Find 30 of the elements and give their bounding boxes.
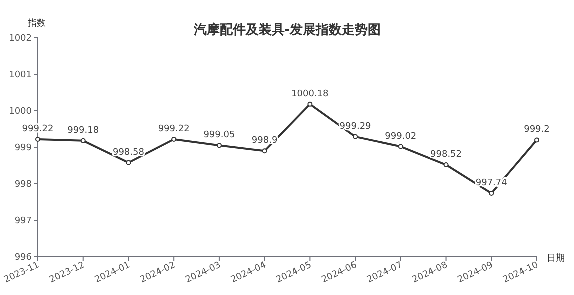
data-label: 998.52 — [430, 150, 462, 160]
point — [489, 190, 494, 196]
y-tick-label: 997 — [14, 216, 32, 226]
data-label: 999.22 — [158, 124, 190, 134]
y-tick-label: 999 — [14, 144, 32, 154]
point — [398, 144, 404, 150]
y-tick-label: 998 — [14, 180, 32, 190]
y-tick-label: 1001 — [9, 70, 32, 80]
point — [353, 134, 358, 140]
y-tick-label: 996 — [14, 253, 32, 263]
y-tick-label: 1002 — [9, 34, 32, 44]
point — [216, 143, 222, 148]
point — [534, 138, 540, 143]
y-axis-title: 指数 — [27, 18, 46, 29]
x-axis-title: 日期 — [547, 253, 565, 264]
y-tick-label: 1000 — [9, 107, 32, 117]
point — [36, 136, 40, 142]
point — [444, 162, 449, 168]
point — [308, 102, 313, 107]
point — [172, 136, 177, 142]
point — [126, 160, 132, 166]
data-label: 998.58 — [112, 148, 145, 158]
point — [262, 148, 268, 154]
data-label: 999.05 — [204, 130, 236, 141]
data-label: 999.18 — [68, 126, 100, 136]
data-label: 999.2 — [524, 125, 550, 136]
point — [80, 138, 86, 144]
chart-title: 汽摩配件及装具-发展指数走势图 — [192, 22, 382, 38]
data-label: 1000.18 — [292, 89, 330, 100]
data-label: 999.02 — [385, 132, 417, 142]
